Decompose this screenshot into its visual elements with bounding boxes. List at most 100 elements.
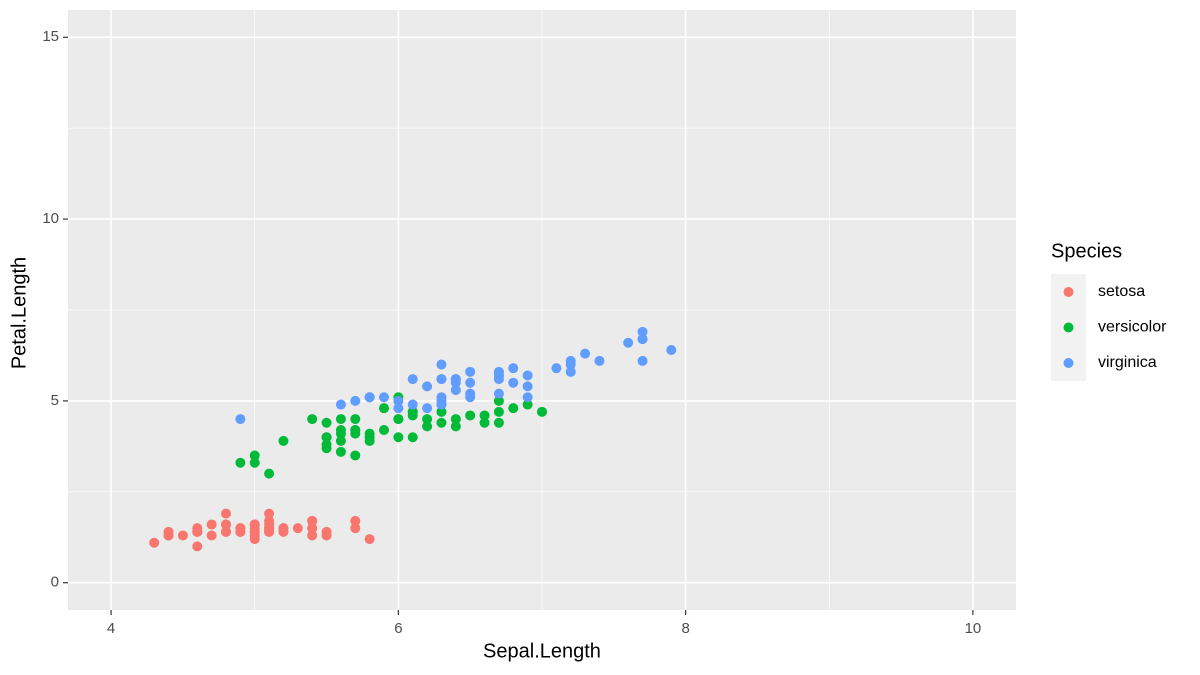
- legend-label: setosa: [1098, 283, 1145, 300]
- y-tick-label: 5: [51, 392, 59, 409]
- point: [249, 519, 260, 530]
- point: [522, 381, 533, 392]
- point: [350, 515, 361, 526]
- point: [565, 366, 576, 377]
- point: [393, 403, 404, 414]
- point: [264, 519, 275, 530]
- points: [149, 326, 677, 552]
- x-tick-label: 10: [965, 620, 982, 637]
- point: [221, 508, 231, 519]
- point: [249, 450, 260, 461]
- x-tick-label: 6: [394, 620, 402, 637]
- point: [422, 414, 433, 425]
- point: [221, 519, 231, 530]
- point: [508, 363, 519, 374]
- point: [479, 417, 490, 428]
- point: [364, 392, 375, 403]
- y-tick-label: 0: [51, 574, 59, 591]
- point: [450, 421, 461, 432]
- point: [479, 410, 490, 421]
- point: [637, 326, 648, 337]
- point: [450, 414, 461, 425]
- point: [335, 414, 346, 425]
- point: [465, 377, 476, 388]
- point: [350, 523, 361, 534]
- point: [235, 414, 246, 425]
- point: [379, 392, 389, 403]
- point: [407, 410, 418, 421]
- point: [537, 406, 547, 417]
- point: [637, 355, 648, 366]
- point: [206, 530, 217, 541]
- legend-key: [1063, 358, 1074, 368]
- point: [407, 399, 418, 410]
- point: [192, 541, 203, 552]
- point: [350, 395, 361, 406]
- point: [465, 366, 476, 377]
- point: [307, 414, 318, 425]
- point: [364, 534, 375, 545]
- point: [407, 432, 418, 443]
- point: [393, 395, 404, 406]
- point: [264, 468, 275, 479]
- point: [493, 388, 504, 399]
- point: [422, 381, 433, 392]
- point: [149, 537, 160, 548]
- grid: [68, 10, 1016, 610]
- point: [551, 363, 562, 374]
- point: [321, 443, 332, 454]
- point: [580, 348, 591, 359]
- x-tick-label: 4: [107, 620, 115, 637]
- point: [278, 435, 289, 446]
- point: [249, 526, 260, 537]
- point: [206, 519, 217, 530]
- y-axis-title: Petal.Length: [8, 257, 30, 369]
- point: [335, 446, 346, 457]
- legend: Species setosa versicolor virginica: [1051, 240, 1167, 381]
- point: [321, 530, 332, 541]
- point: [522, 392, 533, 403]
- point: [493, 395, 504, 406]
- point: [364, 432, 375, 443]
- y-tick-label: 10: [42, 210, 59, 227]
- point: [177, 530, 188, 541]
- legend-label: virginica: [1098, 354, 1157, 371]
- point: [393, 432, 404, 443]
- legend-title: Species: [1051, 240, 1122, 262]
- legend-key: [1063, 287, 1074, 297]
- point: [436, 374, 447, 385]
- point: [393, 414, 404, 425]
- point: [335, 435, 346, 446]
- point: [522, 399, 533, 410]
- point: [436, 395, 447, 406]
- point: [493, 406, 504, 417]
- y-tick-label: 15: [42, 28, 59, 45]
- point: [565, 359, 576, 370]
- x-axis-title: Sepal.Length: [483, 640, 601, 662]
- point: [307, 523, 318, 534]
- point: [350, 428, 361, 439]
- point: [450, 385, 461, 395]
- point: [335, 425, 346, 435]
- point: [493, 370, 504, 381]
- point: [221, 526, 231, 537]
- point: [436, 406, 447, 417]
- point: [278, 523, 289, 534]
- point: [235, 526, 246, 537]
- point: [493, 417, 504, 428]
- point: [321, 417, 332, 428]
- point: [422, 403, 433, 414]
- point: [249, 457, 260, 468]
- point: [321, 432, 332, 443]
- point: [623, 337, 634, 348]
- point: [436, 359, 447, 370]
- point: [264, 508, 275, 519]
- point: [450, 377, 461, 388]
- legend-key: [1063, 322, 1074, 333]
- point: [522, 370, 533, 381]
- point: [594, 355, 605, 366]
- point: [379, 425, 389, 435]
- point: [407, 374, 418, 385]
